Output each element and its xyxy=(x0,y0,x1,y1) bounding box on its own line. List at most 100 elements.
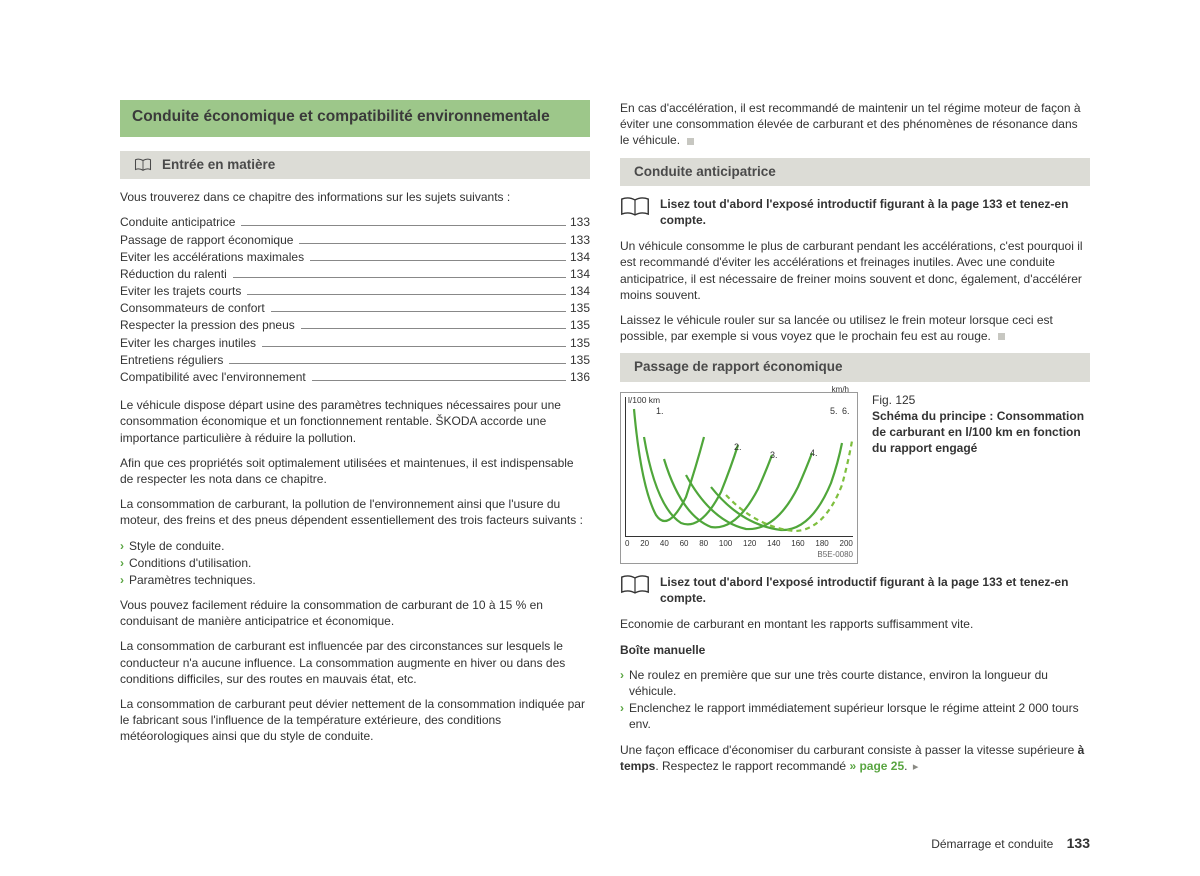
body-para: La consommation de carburant est influen… xyxy=(120,638,590,687)
body-para: Laissez le véhicule rouler sur sa lancée… xyxy=(620,312,1090,344)
para-text: Laissez le véhicule rouler sur sa lancée… xyxy=(620,313,1053,343)
bullet-icon: › xyxy=(620,700,624,732)
end-marker-icon xyxy=(687,138,694,145)
toc-leader xyxy=(262,346,566,347)
toc-label: Eviter les trajets courts xyxy=(120,283,241,299)
right-column: En cas d'accélération, il est recommandé… xyxy=(620,100,1090,784)
para-text: . xyxy=(904,759,907,773)
toc-page: 134 xyxy=(570,283,590,299)
toc-page: 134 xyxy=(570,249,590,265)
bullet-text: Conditions d'utilisation. xyxy=(129,555,251,571)
figure-title: Schéma du principe : Consommation de car… xyxy=(872,408,1090,457)
body-para: Economie de carburant en montant les rap… xyxy=(620,616,1090,632)
footer-page-number: 133 xyxy=(1067,835,1090,851)
xtick: 80 xyxy=(699,539,708,550)
toc-page: 133 xyxy=(570,214,590,230)
manual-gear-list: ›Ne roulez en première que sur une très … xyxy=(620,667,1090,733)
xtick: 180 xyxy=(815,539,828,550)
list-item: › Conditions d'utilisation. xyxy=(120,555,590,571)
chart-curves xyxy=(626,397,854,537)
figure-code: B5E-0080 xyxy=(625,550,853,561)
section-heading-text: Conduite anticipatrice xyxy=(634,163,776,181)
bullet-icon: › xyxy=(120,538,124,554)
book-icon xyxy=(134,158,152,172)
list-item: › Style de conduite. xyxy=(120,538,590,554)
toc-leader xyxy=(301,328,566,329)
chart-area: l/100 km 1. 2. 3. 4. 5. xyxy=(625,397,853,537)
toc-label: Respecter la pression des pneus xyxy=(120,317,295,333)
toc-label: Eviter les charges inutiles xyxy=(120,335,256,351)
section-heading: Passage de rapport économique xyxy=(620,353,1090,381)
footer-section: Démarrage et conduite xyxy=(931,837,1053,851)
figure-caption: Fig. 125 Schéma du principe : Consommati… xyxy=(872,392,1090,565)
xtick: 60 xyxy=(680,539,689,550)
toc-row[interactable]: Consommateurs de confort 135 xyxy=(120,300,590,316)
toc-row[interactable]: Respecter la pression des pneus 135 xyxy=(120,317,590,333)
section-heading: Conduite anticipatrice xyxy=(620,158,1090,186)
toc-label: Réduction du ralenti xyxy=(120,266,227,282)
body-para: Le véhicule dispose départ usine des par… xyxy=(120,397,590,446)
toc-label: Consommateurs de confort xyxy=(120,300,265,316)
toc-row[interactable]: Entretiens réguliers135 xyxy=(120,352,590,368)
bullet-text: Style de conduite. xyxy=(129,538,224,554)
book-icon xyxy=(620,574,650,606)
xtick: 140 xyxy=(767,539,780,550)
toc-page: 135 xyxy=(570,300,590,316)
body-para: La consommation de carburant peut dévier… xyxy=(120,696,590,745)
chapter-title-banner: Conduite économique et compatibilité env… xyxy=(120,100,590,137)
note-text: Lisez tout d'abord l'exposé introductif … xyxy=(660,196,1090,228)
continuation-marker-icon: ▸ xyxy=(913,760,919,775)
toc-page: 135 xyxy=(570,335,590,351)
gear-label: 6. xyxy=(842,405,850,417)
xtick: 40 xyxy=(660,539,669,550)
toc-label: Eviter les accélérations maximales xyxy=(120,249,304,265)
toc-leader xyxy=(233,277,566,278)
chart-xunit: km/h xyxy=(832,385,849,396)
toc-page: 135 xyxy=(570,317,590,333)
toc-row[interactable]: Eviter les charges inutiles 135 xyxy=(120,335,590,351)
body-para: Afin que ces propriétés soit optimalemen… xyxy=(120,455,590,487)
end-marker-icon xyxy=(998,333,1005,340)
page-footer: Démarrage et conduite 133 xyxy=(0,834,1200,853)
gear-label: 2. xyxy=(734,441,742,453)
left-column: Conduite économique et compatibilité env… xyxy=(120,100,590,784)
body-para: La consommation de carburant, la polluti… xyxy=(120,496,590,528)
subheading: Boîte manuelle xyxy=(620,642,1090,658)
gear-label: 4. xyxy=(810,447,818,459)
toc-row[interactable]: Compatibilité avec l'environnement136 xyxy=(120,369,590,385)
gear-label: 5. xyxy=(830,405,838,417)
toc-row[interactable]: Réduction du ralenti 134 xyxy=(120,266,590,282)
body-para: En cas d'accélération, il est recommandé… xyxy=(620,100,1090,149)
page: Conduite économique et compatibilité env… xyxy=(0,0,1200,814)
bullet-icon: › xyxy=(620,667,624,699)
toc-page: 133 xyxy=(570,232,590,248)
toc-page: 134 xyxy=(570,266,590,282)
toc-row[interactable]: Eviter les trajets courts 134 xyxy=(120,283,590,299)
page-link[interactable]: » page 25 xyxy=(849,759,904,773)
xtick: 0 xyxy=(625,539,629,550)
figure-number: Fig. 125 xyxy=(872,392,1090,408)
bullet-icon: › xyxy=(120,555,124,571)
toc-list: Conduite anticipatrice133 Passage de rapp… xyxy=(120,214,590,385)
bullet-icon: › xyxy=(120,572,124,588)
section-heading-text: Passage de rapport économique xyxy=(634,358,843,376)
toc-leader xyxy=(271,311,566,312)
body-para: Une façon efficace d'économiser du carbu… xyxy=(620,742,1090,775)
bullet-text: Enclenchez le rapport immédiatement supé… xyxy=(629,700,1090,732)
list-item: ›Ne roulez en première que sur une très … xyxy=(620,667,1090,699)
toc-row[interactable]: Passage de rapport économique133 xyxy=(120,232,590,248)
toc-label: Entretiens réguliers xyxy=(120,352,223,368)
toc-row[interactable]: Conduite anticipatrice133 xyxy=(120,214,590,230)
xtick: 200 xyxy=(840,539,853,550)
bullet-text: Ne roulez en première que sur une très c… xyxy=(629,667,1090,699)
toc-leader xyxy=(229,363,566,364)
gear-label: 3. xyxy=(770,449,778,461)
gear-label: 1. xyxy=(656,405,664,417)
intro-heading-text: Entrée en matière xyxy=(162,156,275,174)
toc-row[interactable]: Eviter les accélérations maximales 134 xyxy=(120,249,590,265)
intro-heading: Entrée en matière xyxy=(120,151,590,179)
bullet-text: Paramètres techniques. xyxy=(129,572,256,588)
para-text: . Respectez le rapport recommandé xyxy=(655,759,849,773)
toc-leader xyxy=(310,260,566,261)
body-para: Vous pouvez facilement réduire la consom… xyxy=(120,597,590,629)
